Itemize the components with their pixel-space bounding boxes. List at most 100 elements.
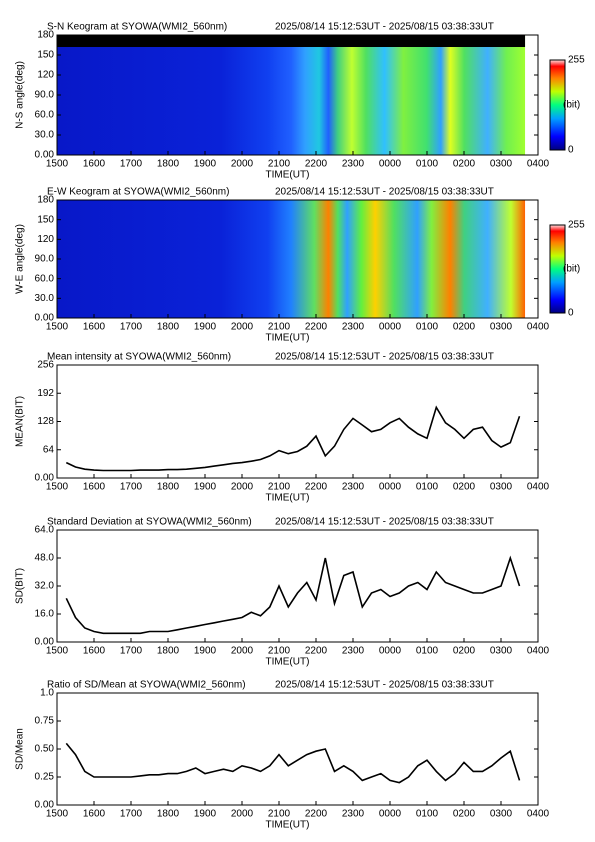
- x-tick-label: 0300: [490, 322, 513, 333]
- x-tick-label: 2300: [342, 159, 365, 170]
- y-tick-label: 0.50: [35, 744, 55, 755]
- y-axis-label: MEAN(BIT): [15, 396, 26, 447]
- x-tick-label: 2300: [342, 809, 365, 820]
- x-tick-label: 2300: [342, 646, 365, 657]
- x-tick-label: 0000: [379, 482, 402, 493]
- y-tick-label: 90.0: [35, 254, 55, 265]
- x-tick-label: 1600: [83, 809, 106, 820]
- x-tick-label: 1600: [83, 322, 106, 333]
- x-tick-label: 0000: [379, 646, 402, 657]
- x-axis-label: TIME(UT): [266, 170, 310, 181]
- y-tick-label: 30.0: [35, 130, 55, 141]
- x-tick-label: 0000: [379, 159, 402, 170]
- colorbar-max: 255: [568, 220, 585, 231]
- x-tick-label: 0200: [453, 482, 476, 493]
- y-tick-label: 256: [37, 360, 54, 371]
- colorbar-max: 255: [568, 55, 585, 66]
- x-tick-label: 0400: [527, 159, 550, 170]
- x-tick-label: 1500: [46, 646, 69, 657]
- x-tick-label: 0200: [453, 159, 476, 170]
- x-tick-label: 2200: [305, 646, 328, 657]
- y-tick-label: 30.0: [35, 293, 55, 304]
- chart-subtitle: 2025/08/14 15:12:53UT - 2025/08/15 03:38…: [275, 22, 494, 33]
- x-tick-label: 1900: [194, 482, 217, 493]
- x-tick-label: 0300: [490, 482, 513, 493]
- chart-title: Ratio of SD/Mean at SYOWA(WMI2_560nm): [47, 680, 246, 691]
- plot-frame: [56, 364, 539, 479]
- data-line: [65, 555, 521, 635]
- x-tick-label: 1500: [46, 322, 69, 333]
- x-tick-label: 2300: [342, 322, 365, 333]
- y-tick-label: 0.00: [35, 800, 55, 811]
- colorbar: [549, 224, 566, 314]
- x-tick-label: 0100: [416, 646, 439, 657]
- y-tick-label: 120: [37, 234, 54, 245]
- y-tick-label: 180: [37, 195, 54, 206]
- chart-title: Standard Deviation at SYOWA(WMI2_560nm): [47, 517, 252, 528]
- x-tick-label: 2100: [268, 646, 291, 657]
- y-tick-label: 0.00: [35, 473, 55, 484]
- x-tick-label: 1600: [83, 482, 106, 493]
- y-tick-label: 192: [37, 388, 54, 399]
- x-tick-label: 1500: [46, 159, 69, 170]
- y-tick-label: 0.25: [35, 772, 55, 783]
- y-tick-label: 0.00: [35, 313, 55, 324]
- data-line: [65, 742, 521, 784]
- x-tick-label: 1900: [194, 809, 217, 820]
- x-tick-label: 2200: [305, 482, 328, 493]
- keogram-mask: [57, 35, 526, 47]
- chart-subtitle: 2025/08/14 15:12:53UT - 2025/08/15 03:38…: [275, 187, 494, 198]
- x-tick-label: 1900: [194, 159, 217, 170]
- y-tick-label: 0.00: [35, 150, 55, 161]
- x-tick-label: 1800: [157, 159, 180, 170]
- chart-subtitle: 2025/08/14 15:12:53UT - 2025/08/15 03:38…: [275, 352, 494, 363]
- x-tick-label: 1500: [46, 482, 69, 493]
- x-tick-label: 2100: [268, 482, 291, 493]
- y-tick-label: 90.0: [35, 90, 55, 101]
- x-axis-label: TIME(UT): [266, 493, 310, 504]
- x-axis-label: TIME(UT): [266, 657, 310, 668]
- x-tick-label: 2000: [231, 809, 254, 820]
- x-tick-label: 1700: [120, 482, 143, 493]
- x-tick-label: 0000: [379, 809, 402, 820]
- colorbar-label: (bit): [563, 264, 580, 275]
- x-tick-label: 2100: [268, 322, 291, 333]
- x-tick-label: 0300: [490, 159, 513, 170]
- chart-subtitle: 2025/08/14 15:12:53UT - 2025/08/15 03:38…: [275, 517, 494, 528]
- x-tick-label: 0100: [416, 482, 439, 493]
- x-tick-label: 0400: [527, 809, 550, 820]
- colorbar: [549, 59, 566, 151]
- x-tick-label: 2200: [305, 159, 328, 170]
- x-tick-label: 1500: [46, 809, 69, 820]
- plot-frame: [56, 692, 539, 806]
- y-axis-label: SD(BIT): [15, 568, 26, 604]
- x-tick-label: 2100: [268, 809, 291, 820]
- chart-title: S-N Keogram at SYOWA(WMI2_560nm): [47, 22, 227, 33]
- y-axis-label: W-E angle(deg): [15, 224, 26, 294]
- x-tick-label: 0100: [416, 809, 439, 820]
- y-tick-label: 64: [43, 444, 55, 455]
- x-tick-label: 1700: [120, 159, 143, 170]
- y-tick-label: 150: [37, 50, 54, 61]
- x-tick-label: 0100: [416, 322, 439, 333]
- x-tick-label: 0300: [490, 646, 513, 657]
- x-tick-label: 1800: [157, 809, 180, 820]
- data-line: [65, 405, 521, 472]
- x-tick-label: 2000: [231, 482, 254, 493]
- x-tick-label: 0000: [379, 322, 402, 333]
- x-tick-label: 1600: [83, 159, 106, 170]
- x-tick-label: 1700: [120, 646, 143, 657]
- x-tick-label: 0300: [490, 809, 513, 820]
- x-tick-label: 1900: [194, 322, 217, 333]
- plot-frame: [56, 529, 539, 643]
- y-tick-label: 1.0: [40, 688, 54, 699]
- chart-subtitle: 2025/08/14 15:12:53UT - 2025/08/15 03:38…: [275, 680, 494, 691]
- y-tick-label: 60.0: [35, 110, 55, 121]
- x-tick-label: 2000: [231, 646, 254, 657]
- y-tick-label: 32.0: [35, 581, 55, 592]
- x-tick-label: 2000: [231, 159, 254, 170]
- keogram-image: [57, 200, 526, 318]
- x-tick-label: 2000: [231, 322, 254, 333]
